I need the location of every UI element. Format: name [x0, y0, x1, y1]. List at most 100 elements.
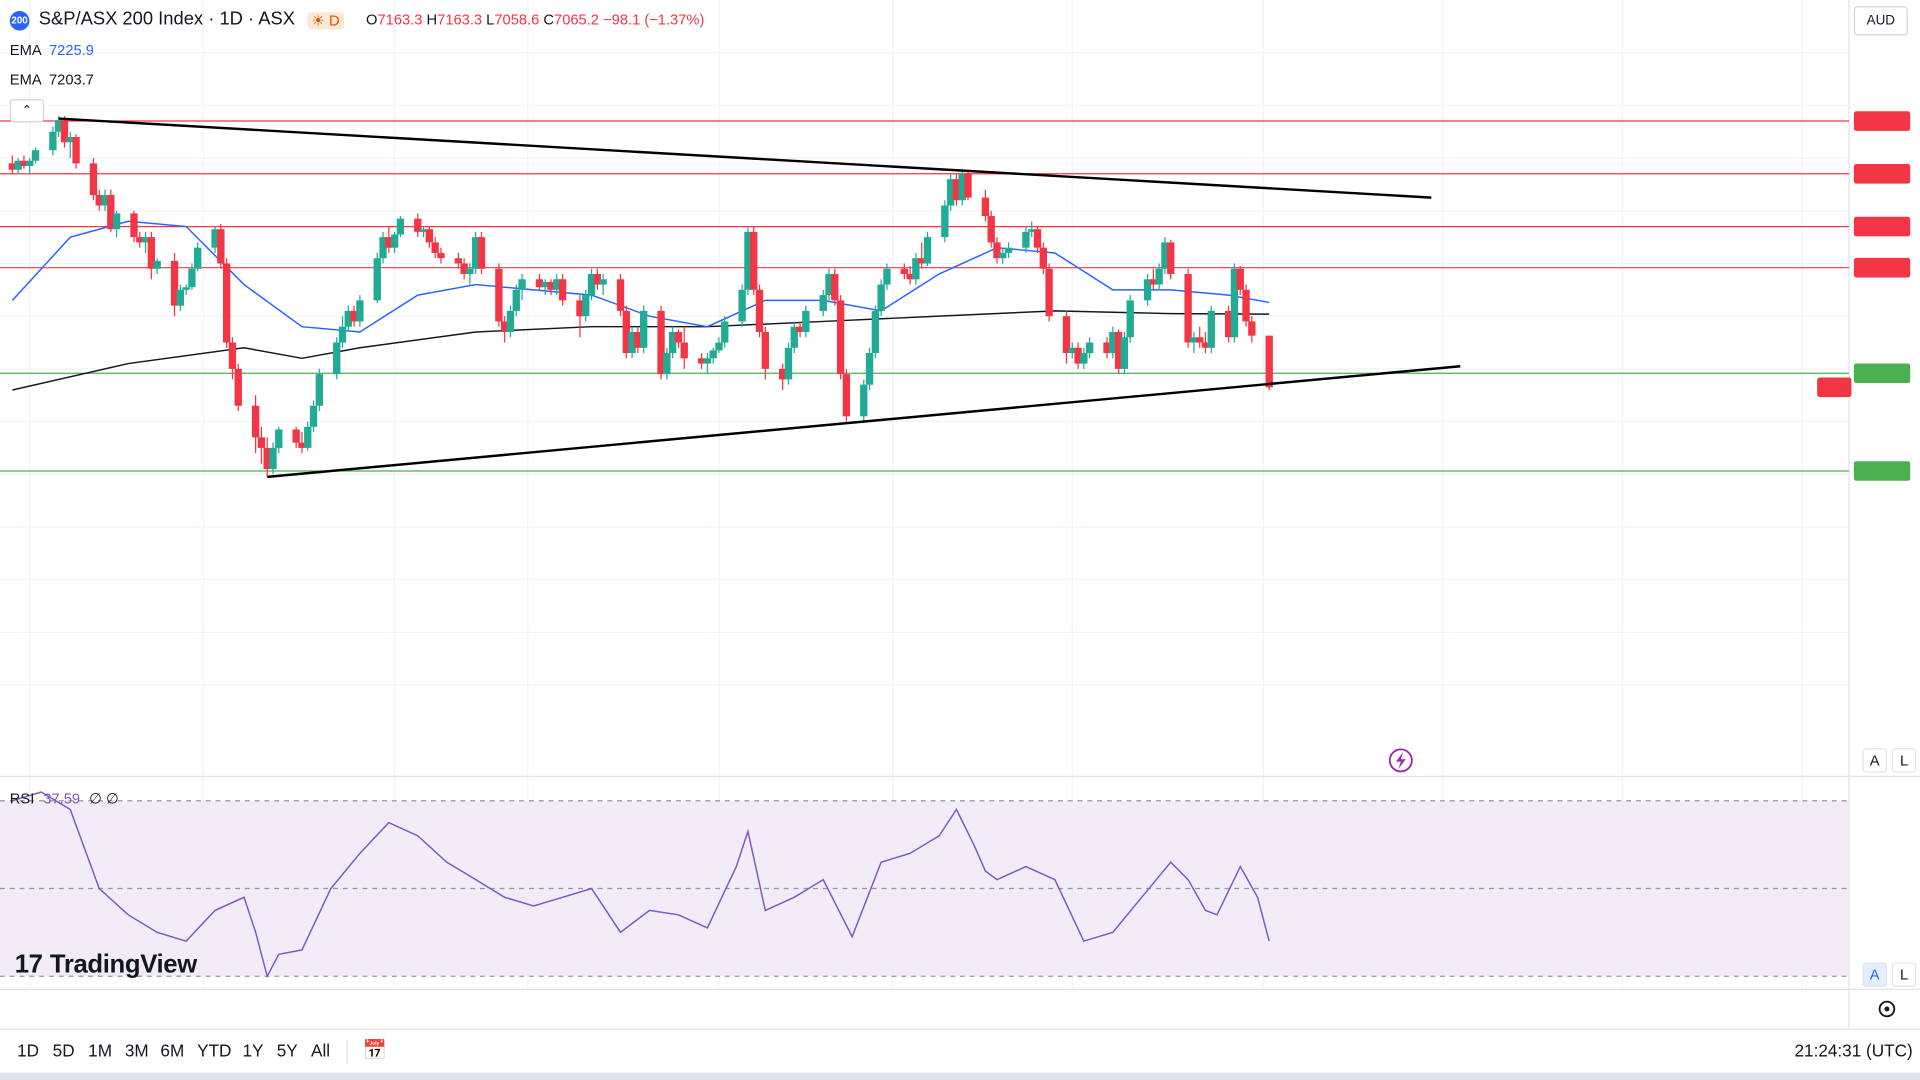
candle-body [831, 274, 839, 301]
calendar-range-icon[interactable]: 📅 [362, 1040, 387, 1062]
ema-slow-label: EMA [9, 71, 42, 89]
ema-slow-legend[interactable]: EMA 7203.7 [10, 70, 94, 88]
level-label-bg [1853, 111, 1911, 131]
candle-body [512, 289, 520, 311]
candle-body [55, 120, 63, 132]
candle-body [697, 358, 706, 364]
candle-body [1080, 353, 1088, 364]
candle-body [755, 289, 764, 332]
candle-body [304, 426, 312, 448]
candle-body [1004, 247, 1013, 253]
candle-body [222, 263, 231, 343]
symbol-title[interactable]: S&P/ASX 200 Index · 1D · ASX [38, 8, 295, 30]
price-log-scale-button[interactable]: L [1891, 748, 1917, 773]
candle-body [396, 218, 405, 235]
candle-body [309, 405, 318, 427]
rsi-log-scale-button[interactable]: L [1891, 962, 1917, 987]
candle-body [547, 281, 555, 290]
ema-fast-legend[interactable]: EMA 7225.9 [9, 40, 94, 59]
candle-body [750, 231, 758, 290]
candle-body [993, 242, 1001, 259]
candle-body [437, 252, 445, 259]
candle-body [616, 279, 625, 311]
candle-body [1120, 337, 1129, 369]
ema-fast-label: EMA [9, 41, 42, 59]
collapse-legend-button[interactable]: ⌃ [9, 99, 45, 123]
candle-body [147, 237, 156, 269]
candle-body [194, 247, 202, 269]
tf-1d[interactable]: 1D [17, 1040, 40, 1061]
tf-ytd[interactable]: YTD [197, 1040, 232, 1061]
candle-body [188, 268, 196, 288]
candle-body [379, 237, 387, 259]
tf-1y[interactable]: 1Y [242, 1040, 264, 1061]
price-auto-scale-button[interactable]: A [1862, 748, 1887, 773]
candle-body [333, 342, 341, 375]
candle-body [535, 279, 544, 288]
rsi-legend[interactable]: RSI 37.59 ∅ ∅ [10, 790, 119, 807]
tf-1m[interactable]: 1M [88, 1040, 112, 1061]
tf-5d[interactable]: 5D [52, 1040, 75, 1061]
lightning-icon[interactable] [1388, 748, 1413, 773]
candle-body [1074, 347, 1082, 364]
lightning-icon-bolt [1395, 751, 1406, 769]
candle-body [60, 120, 69, 143]
level-label-bg [1853, 163, 1911, 184]
ema-slow-line [12, 310, 1270, 391]
rsi-value: 37.59 [43, 789, 81, 807]
candle-body [344, 310, 352, 327]
session-badge[interactable]: ☀ D [306, 11, 345, 29]
tf-all[interactable]: All [311, 1040, 331, 1061]
candle-body [130, 213, 138, 238]
candle-body [923, 237, 932, 264]
candle-body [1085, 342, 1094, 354]
rsi-auto-scale-button[interactable]: A [1862, 962, 1887, 987]
change-value: −98.1 (−1.37%) [603, 11, 705, 29]
gear-icon-dot [1884, 1006, 1890, 1012]
utc-clock[interactable]: 21:24:31 (UTC) [1794, 1040, 1913, 1061]
candle-body [779, 368, 787, 380]
candle-body [1126, 300, 1134, 338]
candle-body [518, 279, 526, 290]
tf-6m[interactable]: 6M [160, 1040, 185, 1061]
candle-body [500, 321, 509, 332]
candle-body [419, 229, 428, 232]
candle-body [715, 342, 723, 351]
symbol-badge: 200 [9, 10, 30, 31]
low-label: L [486, 11, 495, 29]
candle-body [228, 342, 237, 369]
candle-body [373, 258, 381, 301]
rsi-line [12, 791, 1270, 979]
candle-body [721, 321, 729, 343]
tradingview-logo[interactable]: 17 TradingView [15, 950, 205, 979]
tf-5y[interactable]: 5Y [276, 1040, 298, 1061]
candle-body [952, 179, 961, 201]
trendline [58, 117, 1432, 199]
candle-body [912, 258, 920, 280]
candle-body [472, 237, 480, 269]
trendline [267, 365, 1461, 479]
candle-body [958, 173, 966, 201]
candle-body [263, 447, 271, 469]
timeframe-bar: 1D 5D 1M 3M 6M YTD 1Y 5Y All 📅 21:24:31 … [0, 1028, 1920, 1074]
chart-legend-title: 200 S&P/ASX 200 Index · 1D · ASX ☀ D O71… [9, 8, 705, 31]
candle-body [1201, 342, 1210, 348]
candle-body [1161, 242, 1169, 269]
candle-body [1045, 268, 1053, 317]
candle-body [1149, 279, 1158, 285]
candle-body [506, 310, 515, 332]
candle-body [292, 429, 300, 443]
tf-3m[interactable]: 3M [124, 1040, 149, 1061]
tradingview-logo-text: TradingView [49, 950, 197, 979]
candle-body [153, 260, 161, 269]
candle-body [107, 194, 115, 230]
chart-settings-icon[interactable] [1878, 1000, 1896, 1018]
candle-body [918, 258, 926, 264]
candle-body [622, 310, 630, 354]
currency-selector[interactable]: AUD [1853, 6, 1908, 36]
candle-body [454, 258, 463, 264]
candle-body [842, 374, 851, 417]
candle-body [350, 310, 358, 322]
candle-body [761, 331, 769, 369]
